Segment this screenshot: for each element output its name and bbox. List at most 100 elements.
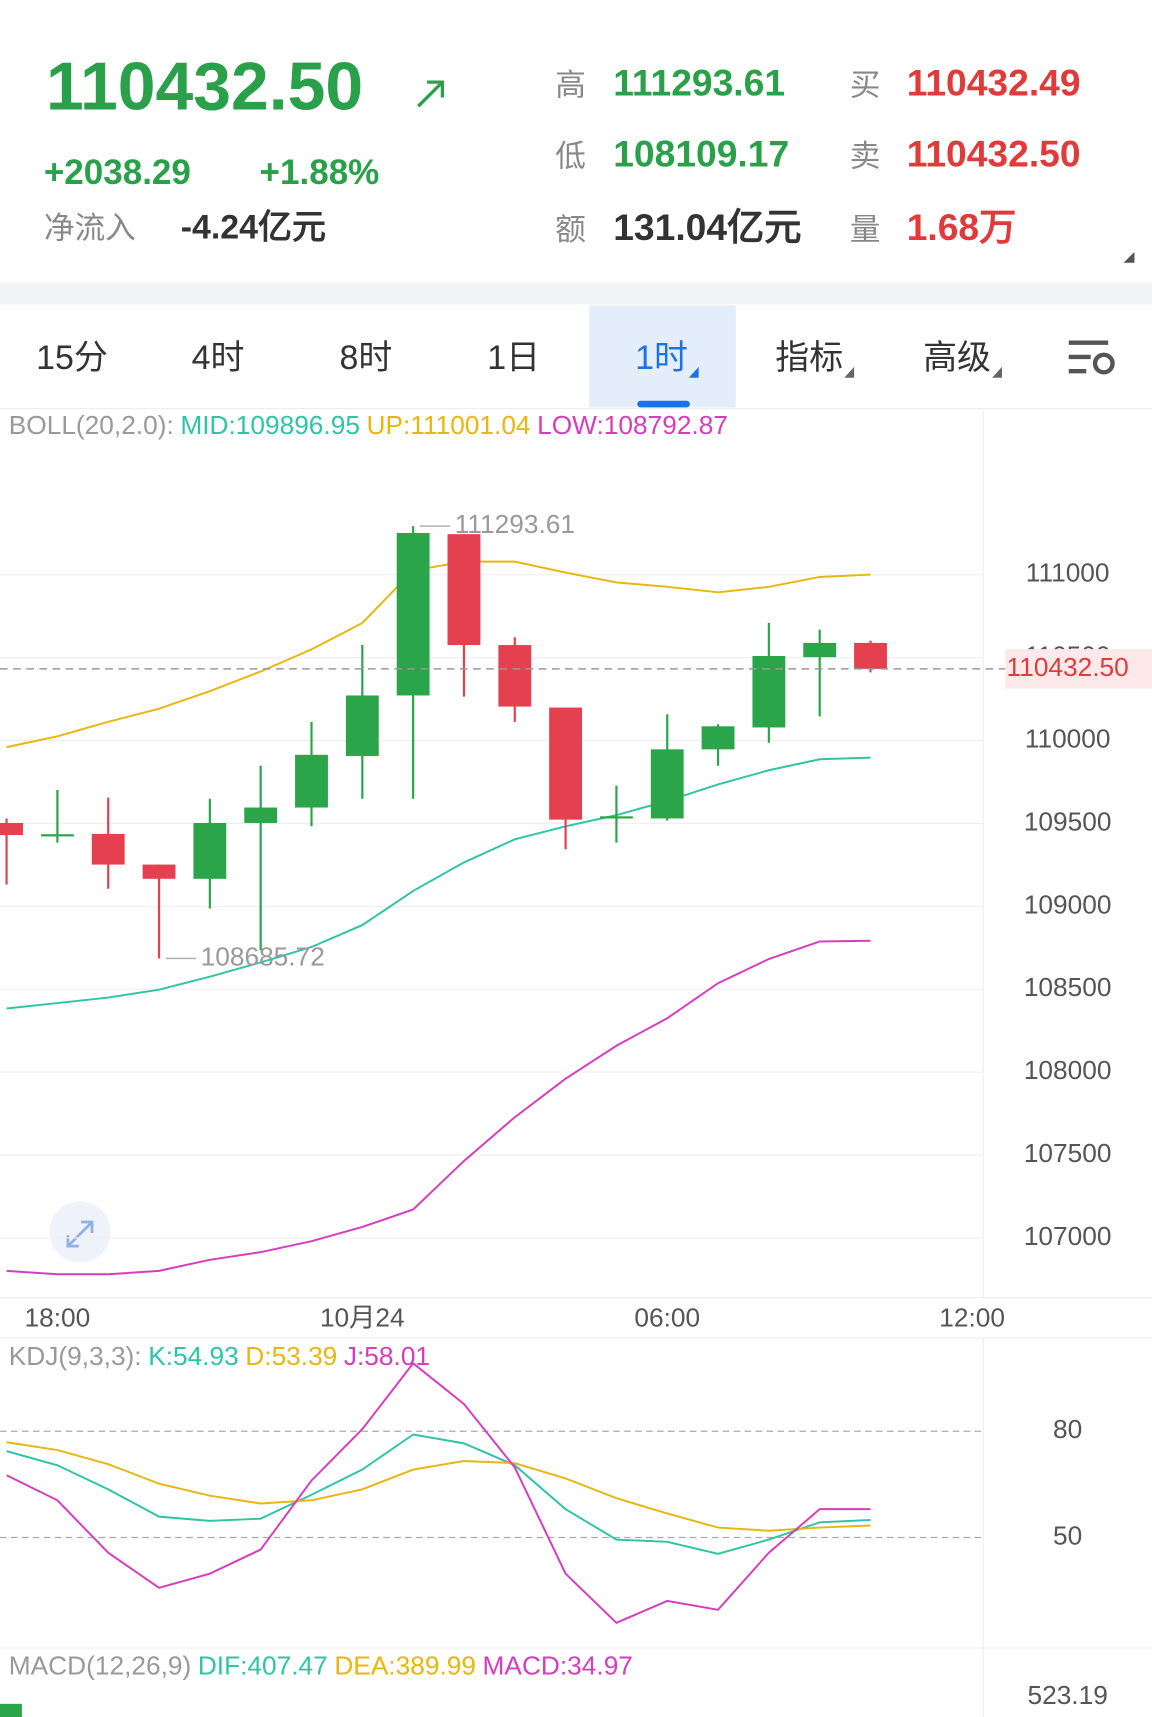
up-arrow: [417, 80, 444, 108]
x-tick-label: 06:00: [634, 1302, 700, 1332]
y-tick-label: 107000: [1024, 1221, 1112, 1251]
tab-dropdown: [688, 366, 699, 378]
candle-body: [396, 532, 430, 696]
tab[interactable]: 高级: [923, 339, 991, 377]
candle-body: [752, 656, 786, 728]
tab[interactable]: 4时: [192, 339, 245, 377]
y-tick-label: 80: [1053, 1414, 1082, 1444]
indicator-line: [6, 1361, 871, 1624]
macd-bar: [0, 1703, 22, 1717]
icon-gear: [1092, 352, 1115, 375]
y-tick-label: 50: [1053, 1520, 1082, 1550]
y-tick-label: 109000: [1024, 889, 1112, 919]
legend-entry: UP:111001.04: [367, 410, 531, 440]
indicator-legend: KDJ(9,3,3): K:54.93 D:53.39 J:58.01: [9, 1341, 430, 1371]
tab-dropdown: [844, 366, 855, 378]
change-pct: +1.88%: [260, 153, 380, 192]
candle-body: [0, 822, 23, 836]
legend-entry: LOW:108792.87: [537, 410, 728, 440]
legend-entry: K:54.93: [148, 1341, 239, 1371]
candle-body: [345, 695, 379, 756]
annotation: 111293.61: [455, 509, 575, 539]
tab[interactable]: 8时: [339, 339, 392, 377]
candle-body: [244, 807, 278, 823]
macd-legend: MACD(12,26,9) DIF:407.47 DEA:389.99 MACD:34…: [9, 1651, 633, 1681]
indicator-line: [6, 1433, 871, 1555]
settings-icon[interactable]: [1068, 340, 1115, 375]
indicator-legend: BOLL(20,2.0): MID:109896.95 UP:111001.04 LO…: [9, 410, 728, 440]
y-tick-label: 108500: [1024, 972, 1112, 1002]
inflow-label: 净流入: [44, 212, 136, 246]
candle-body: [447, 534, 481, 646]
tab-underline: [637, 400, 690, 408]
tab-dropdown: [992, 366, 1002, 378]
legend-entry: DIF:407.47: [198, 1651, 328, 1681]
price-label: 110432.50: [1007, 652, 1129, 682]
stat-value: 111293.61: [613, 61, 785, 103]
stat-value: 110432.50: [907, 132, 1081, 174]
candle-body: [40, 834, 74, 837]
stat-value: 110432.49: [907, 61, 1081, 103]
y-tick-label: 110000: [1025, 723, 1111, 753]
y-tick-label: 523.19: [1027, 1680, 1107, 1710]
tab[interactable]: 15分: [36, 339, 108, 377]
tab-selected-bg: [589, 305, 736, 408]
fullscreen-button[interactable]: [49, 1201, 111, 1263]
candle-body: [91, 833, 125, 865]
tab[interactable]: 指标: [775, 339, 843, 377]
indicator-line: [6, 560, 871, 749]
candle-body: [854, 642, 887, 669]
fullscreen-arrow: [66, 1221, 93, 1248]
annotation: 108685.72: [201, 941, 325, 971]
candle-body: [650, 749, 684, 819]
legend-entry: DEA:389.99: [334, 1651, 476, 1681]
legend-entry: MID:109896.95: [180, 410, 360, 440]
change: +2038.29: [44, 153, 191, 192]
tab[interactable]: 1时: [635, 339, 688, 377]
indicator-name: MACD(12,26,9): [9, 1651, 191, 1681]
stat-label: 量: [850, 213, 881, 247]
header-bg: [0, 0, 1152, 283]
fullscreen-arrow: [81, 1220, 94, 1233]
legend-entry: D:53.39: [245, 1341, 337, 1371]
stat-label: 额: [555, 213, 586, 247]
indicator-name: KDJ(9,3,3):: [9, 1341, 142, 1371]
stat-label: 低: [555, 139, 586, 173]
x-tick-label: 10月24: [320, 1302, 405, 1332]
indicator-name: BOLL(20,2.0):: [9, 410, 174, 440]
stat-label: 高: [555, 68, 586, 102]
candle-body: [193, 822, 227, 879]
stat-value: 108109.17: [613, 132, 789, 174]
y-tick-label: 109500: [1024, 806, 1112, 836]
stats: 高 111293.61 低 108109.17 额 131.04亿元 买 110432.49 卖…: [555, 61, 1080, 248]
candle-body: [549, 707, 583, 820]
separator: [0, 282, 1152, 305]
x-tick-label: 18:00: [25, 1302, 91, 1332]
up-arrow-head: [427, 80, 445, 98]
candle-body: [701, 726, 735, 750]
x-tick-label: 12:00: [939, 1302, 1005, 1332]
candle-body: [142, 864, 176, 879]
last-price: 110432.50: [46, 50, 363, 125]
stat-value: 1.68万: [907, 206, 1017, 248]
tab[interactable]: 1日: [487, 339, 540, 377]
indicator-line: [6, 939, 871, 1276]
inflow: -4.24亿元: [181, 209, 326, 247]
y-tick-label: 108000: [1024, 1055, 1112, 1085]
price-label-bg: [1005, 649, 1152, 689]
candle-body: [498, 645, 532, 707]
stat-label: 卖: [850, 139, 881, 173]
indicator-line: [6, 756, 871, 1010]
candle-body: [599, 816, 633, 819]
stat-value: 131.04亿元: [613, 206, 801, 248]
candle-body: [803, 642, 837, 658]
indicator-line: [6, 1441, 871, 1532]
y-tick-label: 111000: [1026, 558, 1110, 588]
y-tick-label: 107500: [1024, 1138, 1112, 1168]
plots: 107000 107500 108000 108500 109000 109500 1100…: [0, 410, 1152, 1717]
legend-entry: MACD:34.97: [483, 1651, 633, 1681]
stat-label: 买: [850, 68, 881, 102]
tabs: 15分 4时 8时 1日 1时 指标 高级: [36, 339, 1002, 378]
